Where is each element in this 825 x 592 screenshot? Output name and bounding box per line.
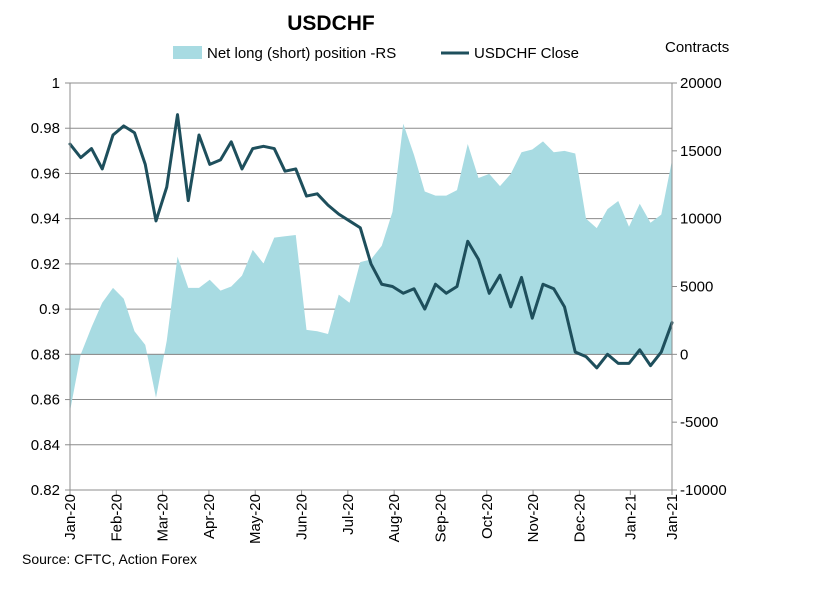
x-tick-label: Jun-20 (294, 494, 311, 540)
right-tick-label: -5000 (680, 414, 718, 431)
left-tick-label: 0.94 (31, 211, 60, 228)
left-tick-label: 1 (52, 75, 60, 92)
x-tick-label: Apr-20 (201, 494, 218, 539)
right-tick-label: 20000 (680, 75, 722, 92)
x-tick-label: Jul-20 (340, 494, 357, 535)
x-tick-label: Dec-20 (571, 494, 588, 542)
left-tick-label: 0.96 (31, 165, 60, 182)
right-tick-label: 5000 (680, 279, 713, 296)
right-axis-title: Contracts (665, 39, 729, 56)
x-tick-label: Jan-21 (622, 494, 639, 540)
x-tick-label: May-20 (247, 494, 264, 544)
right-tick-label: 0 (680, 346, 688, 363)
x-tick-label: Oct-20 (479, 494, 496, 539)
legend-label-net-position: Net long (short) position -RS (207, 45, 396, 62)
left-tick-label: 0.84 (31, 437, 60, 454)
legend-label-usdchf: USDCHF Close (474, 45, 579, 62)
legend-swatch-net-position (173, 46, 202, 59)
left-tick-label: 0.82 (31, 482, 60, 499)
x-tick-label: Nov-20 (525, 494, 542, 542)
left-axis-ticks: 1 0.98 0.96 0.94 0.92 0.9 0.88 0.86 0.84 0.82 (31, 75, 70, 499)
right-tick-label: -10000 (680, 482, 727, 499)
right-tick-label: 10000 (680, 211, 722, 228)
chart-title: USDCHF (287, 12, 375, 35)
x-tick-label: Jan-20 (62, 494, 79, 540)
right-tick-label: 15000 (680, 143, 722, 160)
left-tick-label: 0.88 (31, 346, 60, 363)
x-tick-label: Aug-20 (386, 494, 403, 542)
net-position-area (70, 123, 672, 412)
x-axis-ticks: Jan-20 Feb-20 Mar-20 Apr-20 May-20 Jun-20 Jul-… (62, 490, 681, 544)
x-tick-label: Feb-20 (108, 494, 125, 542)
left-tick-label: 0.98 (31, 120, 60, 137)
source-note: Source: CFTC, Action Forex (22, 551, 198, 567)
right-axis-ticks: 20000 15000 10000 5000 0 -5000 -10000 (672, 75, 727, 499)
net-position-series (70, 123, 672, 412)
left-tick-label: 0.9 (39, 301, 60, 318)
x-tick-label: Jan-21 (664, 494, 681, 540)
left-tick-label: 0.86 (31, 392, 60, 409)
usdchf-close-line (68, 113, 674, 370)
x-tick-label: Sep-20 (432, 494, 449, 542)
left-tick-label: 0.92 (31, 256, 60, 273)
legend: Net long (short) position -RS USDCHF Clo… (173, 45, 579, 62)
usdchf-close-series (68, 113, 674, 370)
x-tick-label: Mar-20 (155, 494, 172, 542)
